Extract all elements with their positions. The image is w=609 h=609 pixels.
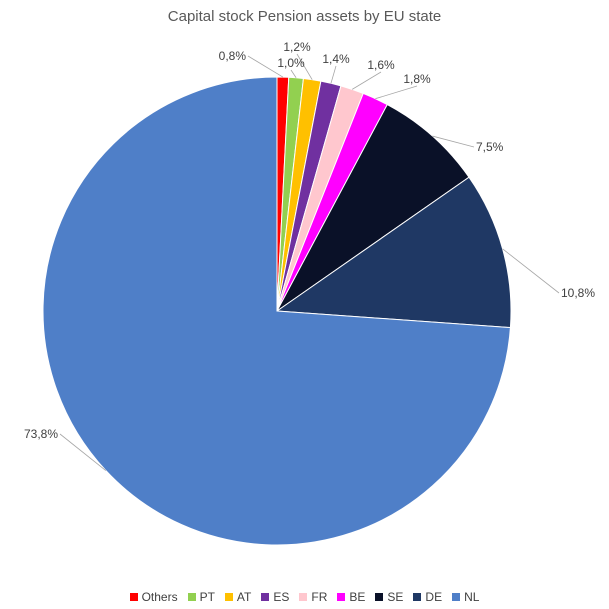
data-labels: 0,8% 1,0% 1,2% 1,4% 1,6% 1,8% 7,5% 10,8% 73,8%	[24, 40, 595, 441]
legend-label: AT	[236, 590, 252, 604]
pie-slice-de	[275, 176, 512, 329]
legend: Others PT AT ES FR BE SE DE NL	[0, 590, 609, 604]
leader-line-fr	[351, 71, 382, 90]
legend-swatch	[224, 593, 233, 601]
legend-swatch	[337, 593, 346, 601]
legend-label: BE	[349, 590, 366, 604]
legend-swatch	[187, 593, 196, 601]
data-label-pt: 1,0%	[277, 56, 305, 70]
legend-swatch	[129, 593, 138, 601]
legend-label: Others	[141, 590, 178, 604]
legend-item-be: BE	[337, 590, 365, 604]
data-label-nl: 73,8%	[24, 427, 58, 441]
legend-item-others: Others	[129, 590, 178, 604]
legend-label: DE	[425, 590, 443, 604]
legend-label: SE	[387, 590, 404, 604]
pie-chart: 0,8% 1,0% 1,2% 1,4% 1,6% 1,8% 7,5% 10,8% 73,8%	[24, 40, 595, 546]
legend-swatch	[413, 593, 422, 601]
legend-item-es: ES	[261, 590, 289, 604]
leader-line-es	[330, 65, 337, 84]
leader-line-others	[247, 55, 284, 78]
legend-label: NL	[464, 590, 480, 604]
pie-slices	[42, 76, 512, 546]
data-label-se: 7,5%	[476, 140, 504, 154]
legend-label: PT	[199, 590, 215, 604]
legend-label: ES	[273, 590, 290, 604]
legend-swatch	[299, 593, 308, 601]
leader-line-nl	[59, 433, 107, 471]
data-label-es: 1,4%	[322, 52, 350, 66]
data-label-others: 0,8%	[219, 49, 247, 63]
data-label-at: 1,2%	[283, 40, 311, 54]
data-label-be: 1,8%	[403, 72, 431, 86]
data-label-de: 10,8%	[561, 286, 595, 300]
legend-label: FR	[311, 590, 328, 604]
legend-swatch	[261, 593, 270, 601]
legend-item-se: SE	[375, 590, 403, 604]
data-label-fr: 1,6%	[367, 58, 395, 72]
pie-slice-se	[276, 103, 470, 312]
legend-item-pt: PT	[187, 590, 215, 604]
legend-item-at: AT	[224, 590, 252, 604]
legend-item-de: DE	[413, 590, 442, 604]
leader-line-de	[502, 248, 560, 294]
leader-lines	[59, 53, 560, 471]
legend-swatch	[452, 593, 461, 601]
legend-swatch	[375, 593, 384, 601]
leader-line-se	[432, 135, 475, 148]
legend-item-fr: FR	[299, 590, 327, 604]
leader-line-at	[296, 53, 313, 80]
legend-item-nl: NL	[452, 590, 479, 604]
leader-line-pt	[290, 69, 297, 79]
chart-title: Capital stock Pension assets by EU state	[167, 8, 442, 25]
leader-line-be	[375, 85, 418, 100]
